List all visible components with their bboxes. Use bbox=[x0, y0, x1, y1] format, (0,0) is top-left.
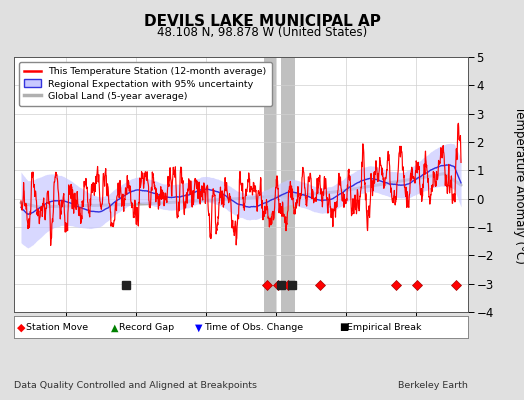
Text: Data Quality Controlled and Aligned at Breakpoints: Data Quality Controlled and Aligned at B… bbox=[14, 380, 257, 390]
Text: Station Move: Station Move bbox=[26, 323, 88, 332]
Legend: This Temperature Station (12-month average), Regional Expectation with 95% uncer: This Temperature Station (12-month avera… bbox=[19, 62, 272, 106]
Text: 48.108 N, 98.878 W (United States): 48.108 N, 98.878 W (United States) bbox=[157, 26, 367, 39]
Text: ▲: ▲ bbox=[111, 322, 118, 332]
Text: ◆: ◆ bbox=[17, 322, 25, 332]
Text: ▼: ▼ bbox=[195, 322, 202, 332]
Text: Empirical Break: Empirical Break bbox=[347, 323, 422, 332]
Y-axis label: Temperature Anomaly (°C): Temperature Anomaly (°C) bbox=[513, 106, 524, 264]
Text: ■: ■ bbox=[339, 322, 348, 332]
Text: DEVILS LAKE MUNICIPAL AP: DEVILS LAKE MUNICIPAL AP bbox=[144, 14, 380, 29]
Bar bbox=[264, 57, 276, 312]
Text: Berkeley Earth: Berkeley Earth bbox=[398, 380, 468, 390]
Bar bbox=[281, 57, 295, 312]
Text: Record Gap: Record Gap bbox=[119, 323, 174, 332]
Text: Time of Obs. Change: Time of Obs. Change bbox=[204, 323, 303, 332]
